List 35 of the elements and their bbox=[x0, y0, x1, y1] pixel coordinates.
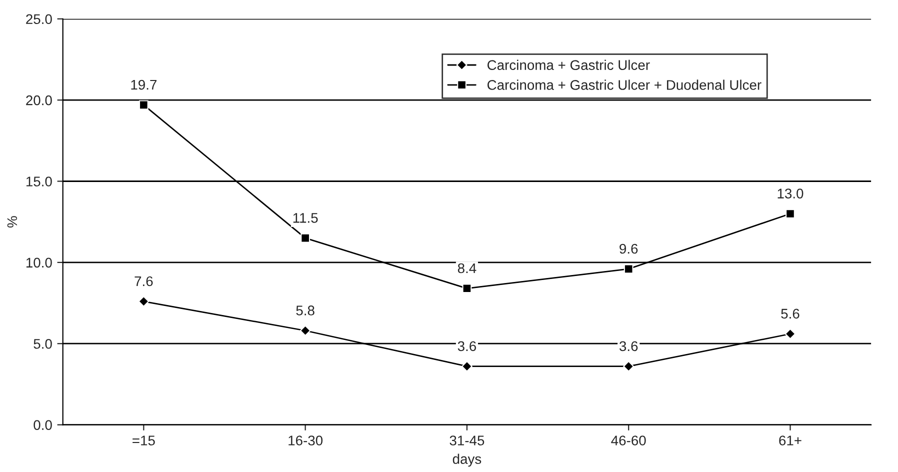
y-tick-label: 10.0 bbox=[26, 258, 52, 268]
x-tick-label: 31-45 bbox=[450, 436, 484, 446]
x-tick-label: 46-60 bbox=[611, 436, 646, 446]
point bbox=[462, 284, 472, 294]
data-label: 8.4 bbox=[458, 263, 476, 274]
legend-label: Carcinoma + Gastric Ulcer + Duodenal Ulcer bbox=[488, 80, 762, 90]
data-label: 7.6 bbox=[134, 276, 153, 286]
y-tick-label: 5.0 bbox=[34, 338, 52, 349]
point bbox=[786, 209, 795, 218]
legend-label: Carcinoma + Gastric Ulcer bbox=[488, 60, 650, 70]
point bbox=[300, 325, 311, 336]
data-label: 13.0 bbox=[778, 188, 804, 198]
y-tick-label: 25.0 bbox=[26, 14, 52, 24]
data-label: 19.7 bbox=[131, 80, 156, 90]
y-tick-label: 0.0 bbox=[34, 420, 52, 430]
data-label: 5.8 bbox=[296, 306, 314, 316]
y-tick-label: 15.0 bbox=[26, 176, 52, 186]
x-axis-title: days bbox=[452, 454, 482, 467]
data-label: 5.6 bbox=[781, 308, 800, 319]
point bbox=[138, 100, 148, 110]
y-axis-title: % bbox=[7, 216, 18, 228]
point bbox=[300, 233, 310, 243]
data-label: 3.6 bbox=[619, 341, 638, 352]
point bbox=[623, 360, 634, 372]
data-label: 9.6 bbox=[620, 244, 638, 254]
x-tick-label: =15 bbox=[132, 436, 155, 446]
x-tick-label: 16-30 bbox=[288, 436, 323, 446]
point bbox=[138, 296, 150, 307]
data-label: 3.6 bbox=[458, 341, 476, 352]
point bbox=[784, 328, 796, 340]
point bbox=[624, 264, 634, 274]
point bbox=[462, 360, 472, 372]
y-tick-label: 20.0 bbox=[26, 95, 52, 106]
x-tick-label: 61+ bbox=[779, 436, 802, 446]
data-label: 11.5 bbox=[293, 213, 318, 223]
